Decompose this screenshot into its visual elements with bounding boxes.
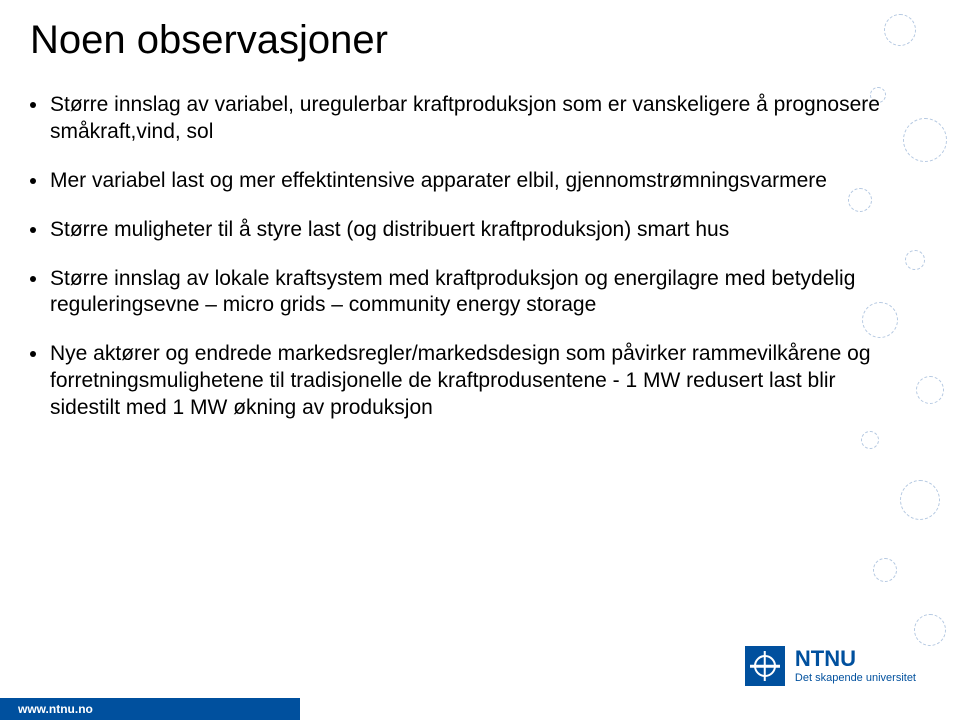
bullet-item: Større innslag av lokale kraftsystem med…	[30, 266, 900, 320]
ntnu-logo: NTNU Det skapende universitet	[745, 646, 916, 686]
footer-url: www.ntnu.no	[18, 702, 93, 716]
bullet-text: Nye aktører og endrede markedsregler/mar…	[50, 341, 900, 422]
decoration-dot	[903, 118, 947, 162]
bullet-text: Større muligheter til å styre last (og d…	[50, 217, 900, 244]
slide: Noen observasjoner Større innslag av var…	[0, 0, 960, 720]
bullet-item: Større innslag av variabel, uregulerbar …	[30, 92, 900, 146]
footer-bar: www.ntnu.no	[0, 698, 300, 720]
ntnu-name: NTNU	[795, 648, 916, 670]
decoration-dot	[900, 480, 940, 520]
decoration-dot	[873, 558, 897, 582]
ntnu-logo-icon	[745, 646, 785, 686]
ntnu-logo-text: NTNU Det skapende universitet	[795, 648, 916, 684]
bullet-item: Større muligheter til å styre last (og d…	[30, 217, 900, 244]
decoration-dot	[905, 250, 925, 270]
bullet-item: Nye aktører og endrede markedsregler/mar…	[30, 341, 900, 422]
bullet-dot-icon	[30, 178, 36, 184]
bullet-dot-icon	[30, 102, 36, 108]
slide-title: Noen observasjoner	[30, 18, 388, 63]
bullet-dot-icon	[30, 351, 36, 357]
ntnu-tagline: Det skapende universitet	[795, 672, 916, 684]
bullet-dot-icon	[30, 276, 36, 282]
decoration-dot	[914, 614, 946, 646]
decoration-dot	[916, 376, 944, 404]
bullet-list: Større innslag av variabel, uregulerbar …	[30, 92, 900, 444]
bullet-text: Større innslag av lokale kraftsystem med…	[50, 266, 900, 320]
bullet-text: Mer variabel last og mer effektintensive…	[50, 168, 900, 195]
bullet-text: Større innslag av variabel, uregulerbar …	[50, 92, 900, 146]
bullet-item: Mer variabel last og mer effektintensive…	[30, 168, 900, 195]
bullet-dot-icon	[30, 227, 36, 233]
decoration-dot	[884, 14, 916, 46]
